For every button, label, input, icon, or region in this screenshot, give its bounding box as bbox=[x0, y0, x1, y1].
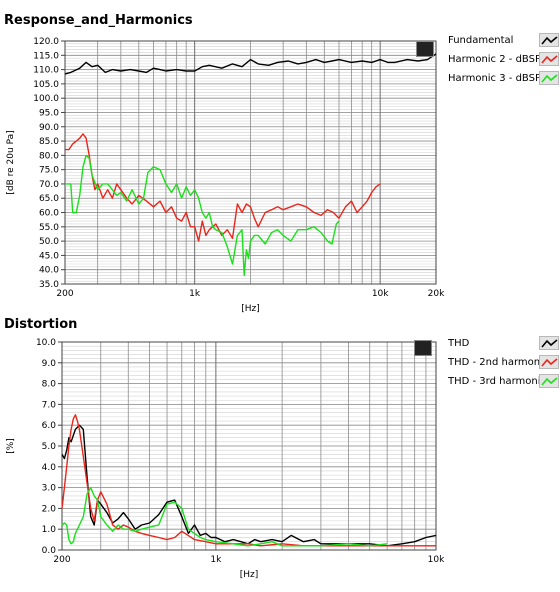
ear-tool-icon[interactable] bbox=[416, 41, 434, 57]
y-tick-label: 70.0 bbox=[39, 180, 59, 190]
y-tick-label: 75.0 bbox=[39, 166, 59, 176]
y-tick-label: 45.0 bbox=[39, 251, 59, 261]
y-tick-label: 4.0 bbox=[42, 463, 57, 473]
y-tick-label: 60.0 bbox=[39, 209, 59, 219]
y-tick-label: 40.0 bbox=[39, 266, 59, 276]
legend-item-thd[interactable]: THD bbox=[446, 336, 559, 355]
y-tick-label: 120.0 bbox=[33, 37, 59, 47]
y-tick-label: 55.0 bbox=[39, 223, 59, 233]
y-tick-label: 9.0 bbox=[42, 359, 57, 369]
legend-label: THD - 2nd harmonic bbox=[448, 357, 549, 368]
plot-frame bbox=[64, 40, 437, 285]
legend-label: Harmonic 3 - dBSPL bbox=[448, 73, 547, 84]
y-tick-label: 115.0 bbox=[33, 51, 59, 61]
legend-label: THD bbox=[448, 338, 470, 349]
y-tick-label: 65.0 bbox=[39, 194, 59, 204]
x-axis-label: [Hz] bbox=[241, 304, 260, 314]
chart1-legend: Fundamental Harmonic 2 - dBSPL Harmonic … bbox=[446, 33, 559, 90]
y-tick-label: 1.0 bbox=[42, 525, 57, 535]
x-tick-label: 200 bbox=[56, 289, 73, 299]
y-tick-label: 7.0 bbox=[42, 400, 57, 410]
y-tick-label: 5.0 bbox=[42, 442, 57, 452]
y-tick-label: 85.0 bbox=[39, 137, 59, 147]
ear-tool-icon[interactable] bbox=[414, 340, 432, 356]
legend-label: THD - 3rd harmonic bbox=[448, 376, 546, 387]
legend-swatch bbox=[539, 33, 559, 47]
y-axis-label: [dB re 20u Pa] bbox=[6, 130, 16, 194]
chart2-legend: THD THD - 2nd harmonic THD - 3rd harmoni… bbox=[446, 336, 559, 393]
x-tick-label: 1k bbox=[189, 289, 201, 299]
response-harmonics-chart: 35.0 40.0 45.0 50.0 55.0 60.0 65.0 70.0 75.0 80.0… bbox=[6, 37, 445, 314]
legend-swatch bbox=[539, 355, 559, 369]
legend-label: Harmonic 2 - dBSPL bbox=[448, 54, 547, 65]
legend-swatch bbox=[539, 336, 559, 350]
y-tick-label: 8.0 bbox=[42, 380, 57, 390]
x-tick-label: 10k bbox=[428, 555, 445, 565]
chart2-title: Distortion bbox=[4, 317, 78, 332]
legend-label: Fundamental bbox=[448, 35, 514, 46]
y-tick-label: 105.0 bbox=[33, 80, 59, 90]
series-line-0 bbox=[64, 53, 437, 75]
x-tick-label: 1k bbox=[210, 555, 222, 565]
series-line-2 bbox=[61, 486, 388, 547]
series-line-2 bbox=[65, 154, 340, 277]
legend-item-thd-3rd[interactable]: THD - 3rd harmonic bbox=[446, 374, 559, 393]
y-tick-label: 0.0 bbox=[42, 546, 57, 556]
y-tick-label: 100.0 bbox=[33, 94, 59, 104]
legend-item-harmonic-3[interactable]: Harmonic 3 - dBSPL bbox=[446, 71, 559, 90]
y-tick-label: 2.0 bbox=[42, 504, 57, 514]
y-tick-label: 90.0 bbox=[39, 123, 59, 133]
legend-swatch bbox=[539, 374, 559, 388]
legend-item-fundamental[interactable]: Fundamental bbox=[446, 33, 559, 52]
legend-item-harmonic-2[interactable]: Harmonic 2 - dBSPL bbox=[446, 52, 559, 71]
y-tick-label: 10.0 bbox=[36, 338, 56, 348]
y-tick-label: 6.0 bbox=[42, 421, 57, 431]
legend-swatch bbox=[539, 71, 559, 85]
x-axis-label: [Hz] bbox=[240, 570, 259, 580]
y-tick-label: 95.0 bbox=[39, 108, 59, 118]
chart1-title: Response_and_Harmonics bbox=[4, 13, 193, 28]
x-tick-label: 200 bbox=[53, 555, 70, 565]
y-tick-label: 35.0 bbox=[39, 280, 59, 290]
y-tick-label: 80.0 bbox=[39, 151, 59, 161]
y-tick-label: 110.0 bbox=[33, 66, 59, 76]
y-tick-label: 50.0 bbox=[39, 237, 59, 247]
y-axis-label: [%] bbox=[6, 438, 16, 454]
y-tick-label: 3.0 bbox=[42, 484, 57, 494]
legend-item-thd-2nd[interactable]: THD - 2nd harmonic bbox=[446, 355, 559, 374]
legend-swatch bbox=[539, 52, 559, 66]
x-tick-label: 20k bbox=[428, 289, 445, 299]
x-tick-label: 10k bbox=[372, 289, 389, 299]
distortion-chart: 0.0 1.0 2.0 3.0 4.0 5.0 6.0 7.0 8.0 9.0 10.0 200 1k 1… bbox=[6, 338, 445, 580]
